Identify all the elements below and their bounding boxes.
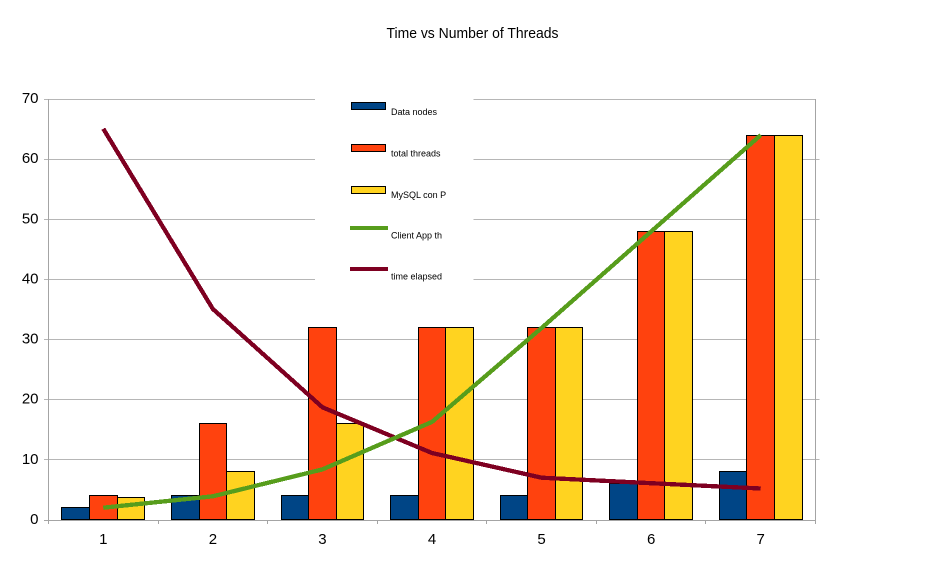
svg-text:Time vs Number of Threads: Time vs Number of Threads <box>387 25 559 42</box>
svg-text:40: 40 <box>22 270 39 287</box>
svg-text:5: 5 <box>537 531 545 548</box>
svg-text:time elapsed: time elapsed <box>391 271 442 281</box>
svg-text:total threads: total threads <box>391 148 441 158</box>
svg-text:MySQL con P: MySQL con P <box>391 190 446 200</box>
svg-text:70: 70 <box>22 90 39 107</box>
svg-text:10: 10 <box>22 451 39 468</box>
svg-text:Data nodes: Data nodes <box>391 107 438 117</box>
svg-text:2: 2 <box>209 531 217 548</box>
svg-text:60: 60 <box>22 150 39 167</box>
svg-text:7: 7 <box>757 531 765 548</box>
svg-text:30: 30 <box>22 331 39 348</box>
svg-text:4: 4 <box>428 531 436 548</box>
svg-text:3: 3 <box>318 531 326 548</box>
svg-text:50: 50 <box>22 210 39 227</box>
svg-text:20: 20 <box>22 391 39 408</box>
svg-text:6: 6 <box>647 531 655 548</box>
svg-text:Client App th: Client App th <box>391 230 442 240</box>
svg-text:0: 0 <box>30 511 38 528</box>
svg-text:1: 1 <box>99 531 107 548</box>
